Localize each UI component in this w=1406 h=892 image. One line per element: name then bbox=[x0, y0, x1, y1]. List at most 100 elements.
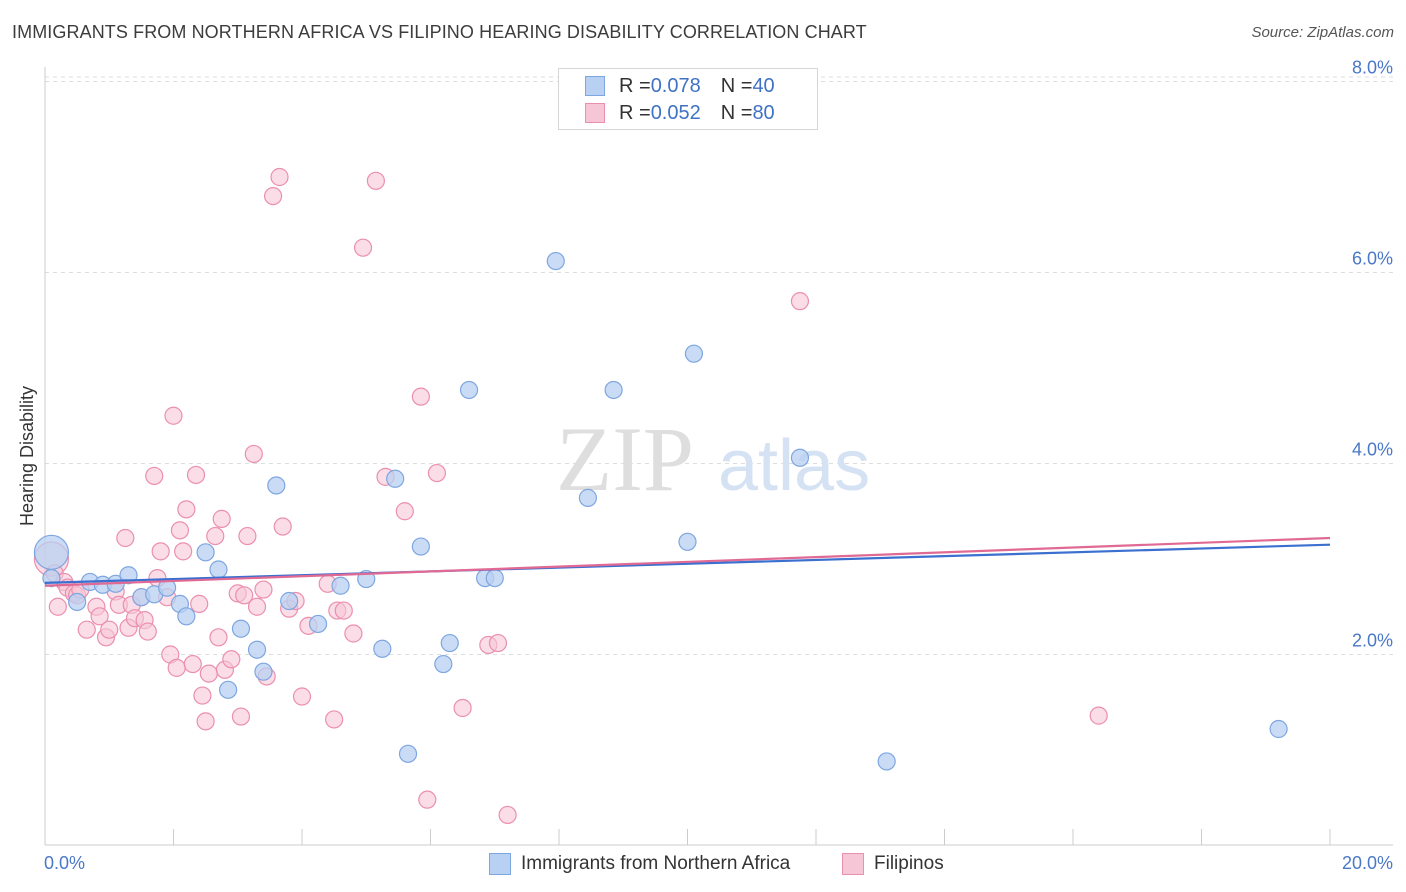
point-northern-africa bbox=[254, 662, 273, 681]
point-filipinos bbox=[48, 597, 67, 616]
watermark-atlas: atlas bbox=[718, 426, 870, 506]
point-filipinos bbox=[100, 620, 119, 639]
point-northern-africa bbox=[331, 576, 350, 595]
point-filipinos bbox=[90, 607, 109, 626]
x-tick-label-max: 20.0% bbox=[1342, 853, 1393, 873]
legend-n-label: N = bbox=[720, 101, 753, 124]
point-filipinos bbox=[344, 624, 363, 643]
legend-row-blue: R = 0.078 N = 40 bbox=[585, 74, 775, 98]
point-filipinos bbox=[263, 187, 283, 206]
y-tick-label: 6.0% bbox=[1352, 249, 1393, 269]
trend-lines bbox=[44, 536, 1331, 587]
point-northern-africa bbox=[209, 560, 228, 579]
y-axis-title: Hearing Disability bbox=[17, 386, 37, 526]
point-filipinos bbox=[231, 707, 251, 726]
y-tick-label: 8.0% bbox=[1352, 58, 1393, 78]
point-filipinos bbox=[170, 521, 190, 540]
axis-labels: 0.0% 20.0% Hearing Disability 2.0% 4.0% 6.… bbox=[17, 58, 1393, 874]
legend-n-value: 80 bbox=[752, 101, 775, 124]
point-filipinos bbox=[1089, 706, 1108, 725]
legend-r-label: R = bbox=[619, 101, 651, 124]
point-filipinos bbox=[199, 664, 218, 683]
point-filipinos bbox=[206, 526, 225, 546]
pink-swatch-icon bbox=[585, 103, 605, 123]
point-filipinos bbox=[164, 406, 183, 425]
legend-label-filipinos: Filipinos bbox=[874, 853, 944, 874]
stats-legend: R = 0.078 N = 40 R = 0.052 N = 80 bbox=[558, 68, 818, 130]
point-northern-africa bbox=[177, 607, 196, 626]
point-filipinos bbox=[488, 633, 508, 653]
gridlines bbox=[45, 76, 1393, 655]
point-northern-africa bbox=[678, 532, 697, 551]
point-filipinos bbox=[151, 542, 170, 561]
chart-source: Source: ZipAtlas.com bbox=[1251, 24, 1394, 41]
point-filipinos bbox=[453, 698, 472, 718]
point-northern-africa bbox=[247, 640, 267, 659]
point-filipinos bbox=[177, 500, 196, 519]
point-northern-africa bbox=[440, 633, 459, 653]
point-filipinos bbox=[238, 526, 257, 546]
point-filipinos bbox=[212, 509, 231, 528]
point-northern-africa bbox=[485, 568, 504, 588]
point-filipinos bbox=[174, 542, 193, 561]
point-northern-africa bbox=[411, 537, 430, 556]
legend-r-label: R = bbox=[619, 74, 651, 97]
y-tick-label: 4.0% bbox=[1352, 440, 1393, 460]
point-filipinos bbox=[498, 805, 517, 825]
point-filipinos bbox=[244, 444, 263, 464]
point-filipinos bbox=[138, 622, 157, 641]
chart-title: IMMIGRANTS FROM NORTHERN AFRICA VS FILIP… bbox=[12, 22, 867, 42]
axes bbox=[44, 67, 1393, 846]
point-northern-africa bbox=[373, 639, 392, 658]
point-filipinos bbox=[325, 710, 344, 729]
point-northern-africa bbox=[459, 380, 479, 400]
point-northern-africa bbox=[578, 488, 598, 507]
point-filipinos bbox=[167, 658, 186, 677]
point-northern-africa bbox=[1269, 719, 1288, 739]
point-northern-africa bbox=[68, 592, 87, 612]
point-northern-africa bbox=[386, 469, 405, 488]
point-northern-africa bbox=[398, 744, 418, 763]
point-northern-africa bbox=[546, 251, 565, 271]
point-filipinos bbox=[247, 597, 267, 616]
legend-row-pink: R = 0.052 N = 80 bbox=[585, 101, 775, 125]
point-filipinos bbox=[77, 620, 96, 639]
point-filipinos bbox=[193, 686, 212, 705]
point-northern-africa bbox=[196, 543, 215, 562]
watermark: ZIP atlas bbox=[556, 408, 870, 510]
point-filipinos bbox=[292, 687, 312, 706]
data-points bbox=[33, 167, 1288, 825]
pink-square-icon bbox=[842, 853, 864, 875]
blue-square-icon bbox=[489, 853, 511, 875]
point-filipinos bbox=[235, 586, 254, 605]
point-filipinos bbox=[353, 238, 373, 257]
point-filipinos bbox=[190, 594, 209, 613]
trend-line-northern-africa bbox=[44, 543, 1331, 584]
point-filipinos bbox=[186, 465, 206, 485]
point-filipinos bbox=[145, 466, 164, 486]
point-filipinos bbox=[209, 628, 228, 647]
point-northern-africa bbox=[308, 614, 328, 634]
point-filipinos bbox=[418, 790, 437, 809]
point-filipinos bbox=[790, 292, 810, 311]
point-northern-africa bbox=[231, 619, 251, 638]
point-northern-africa bbox=[684, 344, 704, 363]
watermark-zip: ZIP bbox=[556, 408, 694, 510]
point-northern-africa bbox=[42, 568, 61, 588]
point-filipinos bbox=[411, 387, 430, 406]
legend-item-filipinos: Filipinos bbox=[842, 852, 944, 876]
legend-r-value: 0.052 bbox=[650, 101, 701, 124]
point-filipinos bbox=[273, 517, 292, 536]
legend-label-northern-africa: Immigrants from Northern Africa bbox=[521, 853, 791, 874]
point-filipinos bbox=[116, 528, 135, 548]
point-filipinos bbox=[366, 171, 385, 190]
x-tick-label-min: 0.0% bbox=[44, 853, 85, 873]
point-northern-africa bbox=[33, 534, 70, 570]
point-northern-africa bbox=[280, 591, 299, 611]
point-filipinos bbox=[334, 601, 353, 620]
point-filipinos bbox=[222, 650, 241, 669]
legend-n-label: N = bbox=[720, 74, 753, 97]
point-filipinos bbox=[254, 580, 273, 599]
point-filipinos bbox=[270, 167, 289, 187]
